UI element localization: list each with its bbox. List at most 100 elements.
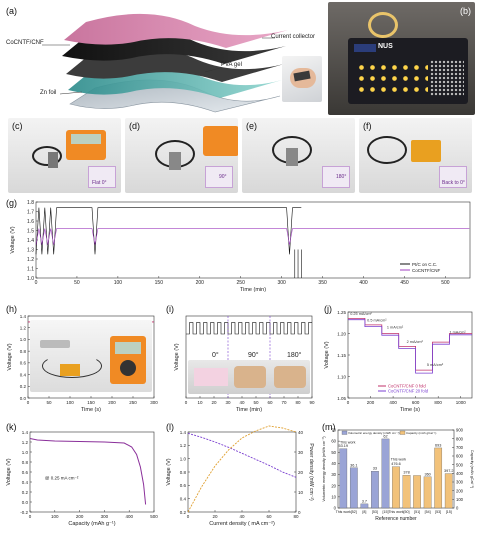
- y-tick-label: 0.8: [180, 470, 187, 475]
- y-tick-label: 1.4: [180, 430, 187, 435]
- bar-value-label-1-5: 476.6: [391, 462, 401, 466]
- plot-frame: [35, 201, 471, 279]
- panel-c-photo: Flat 0° (c): [8, 118, 121, 193]
- bar-1-10: [444, 473, 453, 509]
- x-tick-label: 350: [318, 280, 327, 286]
- chart-l: 0 20 40 60 80 0.2 0.4 0.6 0.8 1.0 1.2 1.4 Current de…: [166, 425, 314, 527]
- x-tick-label: 150: [155, 280, 164, 286]
- y-axis-label: Voltage (V): [6, 458, 12, 485]
- panel-j-label: (j): [324, 304, 332, 314]
- bar-value-label-1-6: 378: [403, 471, 409, 475]
- bar-0-0: [339, 448, 348, 509]
- y2-tick-label: 40: [298, 430, 304, 435]
- panel-g-label: (g): [6, 198, 17, 208]
- y2-tick-label: 600: [456, 454, 464, 459]
- y-tick-label: 1.25: [337, 310, 346, 315]
- x-tick-label: 20: [211, 400, 217, 405]
- bar-value-label-0-4: 62: [383, 434, 387, 438]
- panel-e-photo: 180° (e): [242, 118, 355, 193]
- this-work-annotation-0: This work: [340, 441, 356, 445]
- x-tick-label: 600: [412, 400, 420, 405]
- y2-tick-label: 500: [456, 462, 464, 467]
- x-tick-label: 20: [212, 514, 218, 519]
- panel-g: (g) 0 50 100 150 200 250 300 350 400 450 500 1.0 1.1…: [0, 196, 477, 300]
- x-tick-label: 1000: [456, 400, 467, 405]
- panel-f-photo: Back to 0° (f): [359, 118, 472, 193]
- bar-1-5: [392, 466, 400, 509]
- y-axis-label: Volumetric energy density (mWh cm⁻³): [322, 436, 326, 502]
- y-tick-label: 1.2: [180, 443, 187, 448]
- panel-k-label: (k): [6, 422, 17, 432]
- bar-value-label-0-3: 33: [373, 467, 377, 471]
- y-tick-label: 1.2: [27, 257, 34, 263]
- led-grid: [356, 62, 428, 96]
- x-tick-label: 300: [277, 280, 286, 286]
- y-tick-label: 30: [331, 472, 336, 477]
- panel-a-label: (a): [6, 6, 17, 16]
- x-tick-label: 100: [66, 400, 74, 405]
- y-tick-label: 0.8: [20, 349, 27, 354]
- panel-k: (k) 0 100 200 300 400 500 -0.2 0.0 0.2 0.4 0.6 0.8 1…: [0, 420, 160, 533]
- panel-i-photo-strip: [188, 360, 310, 394]
- category-label-10: [15]: [446, 510, 452, 514]
- panel-m: (m) 0 10 20 30 40 50 60 70 0 100 200 300 400 500 600 70…: [318, 420, 477, 533]
- x-tick-label: 0: [185, 400, 188, 405]
- bar-value-label-0-0: 53.19: [339, 444, 349, 448]
- y-tick-label: 1.5: [27, 228, 34, 234]
- series-line-1: [348, 319, 472, 374]
- y-tick-label: 1.0: [22, 450, 29, 455]
- legend-label-1: CoCNTF/CNF: [412, 268, 440, 273]
- x-tick-label: 200: [367, 400, 375, 405]
- x-tick-label: 80: [293, 514, 299, 519]
- x-tick-label: 100: [51, 514, 59, 519]
- x-tick-label: 0: [29, 514, 32, 519]
- discharge-curve-0: [29, 438, 147, 505]
- y-tick-label: 1.0: [20, 337, 27, 342]
- plot-frame: [185, 315, 313, 399]
- layer-label-pva-gel: PVA gel: [221, 62, 242, 68]
- bar-0-1: [349, 467, 358, 509]
- y-tick-label: 0.0: [20, 396, 27, 401]
- y2-tick-label: 900: [456, 428, 464, 433]
- x-tick-label: 800: [434, 400, 442, 405]
- x-axis-label: Current density ( mA cm⁻²): [209, 521, 275, 527]
- bar-value-label-1-10: 397.2: [444, 469, 454, 473]
- y2-tick-label: 800: [456, 436, 464, 441]
- panel-j: (j) 0 200 400 600 800 1000 1.05 1.10 1.15 1.20 1.2…: [318, 302, 477, 420]
- rate-annotation-0: 0.25 mA/cm²: [350, 312, 372, 316]
- y-axis-label: Voltage (V): [7, 343, 13, 370]
- y2-axis-label: Capacity (mAh gCat⁻¹): [470, 450, 474, 489]
- x-axis-label: Time (s): [81, 407, 101, 413]
- y-tick-label: 0.0: [22, 500, 29, 505]
- current-density-annotation: @ 0.25 mA cm⁻²: [45, 476, 79, 481]
- panel-a: (a) CoCNTF/CNF Current collector PVA gel: [0, 0, 325, 115]
- rate-annotation-4: 5 mA/cm²: [427, 363, 444, 367]
- y-tick-label: 1.0: [180, 456, 187, 461]
- panel-f-inset-text: Back to 0°: [442, 180, 465, 186]
- category-label-6: [50]: [404, 510, 410, 514]
- y-tick-label: 1.4: [20, 314, 27, 319]
- y-axis-label: Voltage (V): [166, 458, 172, 485]
- chart-k: 0 100 200 300 400 500 -0.2 0.0 0.2 0.4 0.6 0.8 1.0 1.…: [6, 430, 158, 527]
- y-tick-label: 0.6: [22, 470, 29, 475]
- x-axis-label: Capacity (mAh g⁻¹): [68, 521, 115, 527]
- rate-annotation-2: 1 mA/cm²: [387, 325, 404, 329]
- bar-0-2: [360, 503, 369, 509]
- x-axis-label: Time (min): [240, 287, 266, 293]
- x-tick-label: 10: [197, 400, 203, 405]
- rate-annotation-1: 0.5 mA/cm²: [367, 318, 387, 322]
- y-tick-label: 1.05: [337, 396, 346, 401]
- y-tick-label: 1.15: [337, 353, 346, 358]
- bar-value-label-0-1: 36.1: [350, 463, 357, 467]
- y-tick-label: 0.4: [180, 496, 187, 501]
- y-tick-label: 0.6: [20, 361, 27, 366]
- panel-h-label: (h): [6, 304, 17, 314]
- y-axis-label: Voltage (V): [324, 341, 330, 368]
- panel-d-inset-text: 90°: [219, 174, 227, 180]
- x-tick-label: 200: [196, 280, 205, 286]
- x-tick-label: 100: [114, 280, 123, 286]
- pink-top-layer: [64, 13, 288, 48]
- panel-h-photo: [30, 320, 152, 392]
- legend-label-1: Capacity (mAh gCat⁻¹): [406, 431, 436, 435]
- x-tick-label: 60: [266, 514, 272, 519]
